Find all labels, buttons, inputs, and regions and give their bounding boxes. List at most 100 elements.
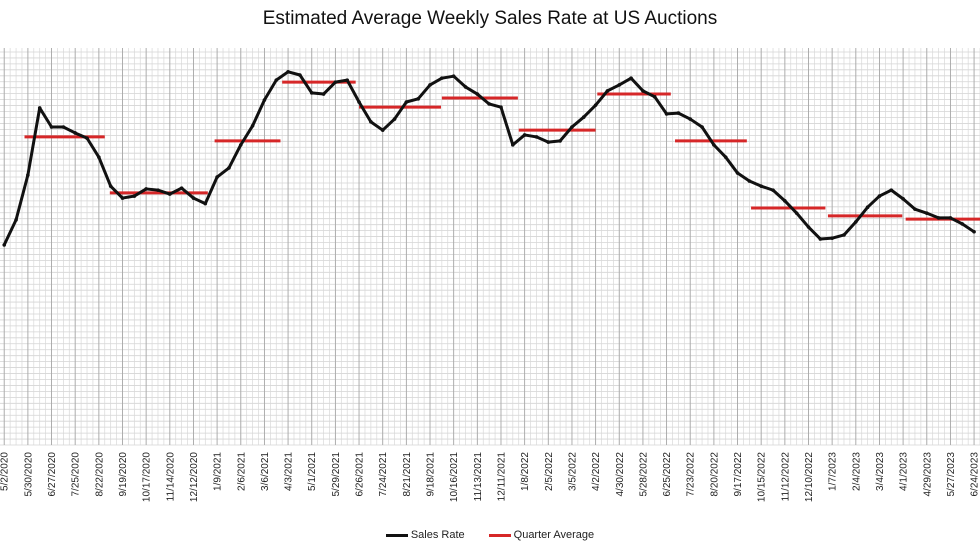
x-tick-label: 11/14/2020 bbox=[165, 452, 176, 502]
sales-rate-point bbox=[357, 100, 361, 104]
sales-rate-point bbox=[723, 155, 728, 159]
sales-rate-point bbox=[392, 117, 397, 121]
sales-rate-point bbox=[179, 186, 184, 190]
sales-rate-point bbox=[120, 196, 125, 200]
x-tick-label: 2/6/2021 bbox=[236, 452, 247, 491]
sales-rate-point bbox=[735, 171, 740, 175]
sales-rate-point bbox=[298, 73, 302, 77]
sales-rate-point bbox=[546, 140, 551, 144]
x-tick-label: 5/27/2023 bbox=[946, 452, 957, 497]
sales-rate-point bbox=[948, 216, 953, 220]
sales-rate-point bbox=[747, 179, 752, 183]
sales-rate-point bbox=[191, 196, 196, 200]
x-tick-label: 3/4/2023 bbox=[875, 452, 886, 491]
chart-title: Estimated Average Weekly Sales Rate at U… bbox=[262, 8, 718, 29]
x-tick-label: 5/1/2021 bbox=[307, 452, 318, 491]
x-tick-label: 5/29/2021 bbox=[331, 452, 342, 497]
sales-rate-point bbox=[865, 205, 870, 209]
x-tick-label: 10/16/2021 bbox=[449, 452, 460, 502]
sales-rate-point bbox=[830, 236, 834, 240]
x-tick-label: 6/25/2022 bbox=[662, 452, 673, 497]
legend-swatch-sales-rate bbox=[385, 533, 408, 537]
sales-rate-point bbox=[156, 188, 160, 192]
sales-rate-point bbox=[522, 133, 527, 137]
sales-rate-point bbox=[558, 139, 562, 143]
sales-rate-point bbox=[451, 74, 456, 78]
x-tick-label: 11/13/2021 bbox=[473, 452, 484, 502]
x-tick-label: 2/4/2023 bbox=[851, 452, 862, 491]
sales-rate-point bbox=[262, 98, 267, 102]
x-tick-label: 6/24/2023 bbox=[970, 452, 980, 497]
sales-rate-point bbox=[487, 102, 491, 106]
sales-rate-point bbox=[286, 70, 290, 74]
sales-rate-point bbox=[61, 125, 66, 129]
x-tick-label: 4/30/2022 bbox=[615, 452, 626, 497]
sales-rate-point bbox=[37, 106, 42, 110]
sales-rate-point bbox=[215, 175, 219, 179]
sales-rate-point bbox=[203, 201, 208, 206]
sales-rate-point bbox=[842, 233, 846, 237]
sales-rate-point bbox=[85, 136, 89, 140]
sales-rate-point bbox=[818, 237, 823, 241]
x-tick-label: 5/30/2020 bbox=[23, 452, 34, 497]
x-tick-label: 8/21/2021 bbox=[402, 452, 413, 497]
sales-rate-point bbox=[806, 225, 811, 229]
x-tick-label: 4/3/2021 bbox=[284, 452, 295, 491]
x-tick-label: 5/28/2022 bbox=[638, 452, 649, 497]
sales-rate-point bbox=[664, 112, 669, 116]
sales-rate-point bbox=[168, 192, 172, 196]
sales-rate-point bbox=[49, 125, 54, 129]
x-tick-label: 12/10/2022 bbox=[804, 452, 815, 502]
sales-rate-point bbox=[771, 188, 775, 192]
legend-label-sales-rate: Sales Rate bbox=[410, 529, 465, 541]
sales-rate-point bbox=[936, 216, 941, 220]
sales-rate-point bbox=[712, 143, 716, 147]
x-tick-label: 11/12/2022 bbox=[780, 452, 791, 502]
legend-swatch-quarter-average bbox=[488, 533, 511, 537]
x-tick-label: 4/29/2023 bbox=[922, 452, 933, 497]
sales-rate-point bbox=[499, 105, 503, 109]
legend-item-sales-rate: Sales Rate bbox=[385, 529, 465, 541]
x-tick-label: 7/25/2020 bbox=[71, 452, 82, 497]
sales-rate-point bbox=[700, 125, 704, 129]
sales-rate-point bbox=[428, 83, 432, 87]
x-tick-label: 2/5/2022 bbox=[544, 452, 555, 491]
sales-rate-point bbox=[688, 117, 693, 121]
sales-rate-point bbox=[759, 184, 763, 188]
x-tick-label: 6/26/2021 bbox=[355, 452, 366, 497]
sales-rate-point bbox=[274, 78, 279, 82]
x-tick-label: 9/18/2021 bbox=[426, 452, 437, 497]
sales-rate-point bbox=[889, 188, 894, 192]
sales-rate-point bbox=[783, 199, 787, 203]
sales-rate-point bbox=[629, 76, 633, 80]
sales-rate-point bbox=[924, 211, 929, 215]
x-tick-label: 8/22/2020 bbox=[94, 452, 105, 497]
sales-rate-point bbox=[250, 124, 255, 128]
sales-rate-point bbox=[877, 194, 882, 198]
x-tick-label: 6/27/2020 bbox=[47, 452, 58, 497]
sales-rate-point bbox=[605, 89, 610, 93]
x-tick-label: 1/7/2023 bbox=[828, 452, 839, 491]
x-tick-label: 9/17/2022 bbox=[733, 452, 744, 497]
sales-rate-point bbox=[581, 115, 586, 119]
sales-rate-point bbox=[641, 89, 645, 93]
x-tick-label: 3/5/2022 bbox=[567, 452, 578, 491]
x-tick-label: 3/6/2021 bbox=[260, 452, 271, 491]
sales-rate-point bbox=[475, 92, 480, 96]
x-tick-label: 12/11/2021 bbox=[496, 452, 507, 502]
sales-rate-point bbox=[14, 218, 18, 222]
sales-rate-point bbox=[238, 143, 243, 147]
sales-rate-point bbox=[73, 131, 77, 135]
x-tick-label: 10/15/2022 bbox=[757, 452, 768, 502]
x-tick-label: 4/2/2022 bbox=[591, 452, 602, 491]
sales-rate-point bbox=[97, 155, 101, 159]
x-tick-label: 10/17/2020 bbox=[142, 452, 153, 502]
x-tick-label: 4/1/2023 bbox=[899, 452, 910, 491]
sales-rate-point bbox=[345, 78, 350, 82]
sales-rate-point bbox=[309, 91, 314, 95]
sales-rate-point bbox=[108, 184, 113, 188]
sales-rate-point bbox=[369, 120, 373, 124]
sales-rate-point bbox=[901, 197, 905, 201]
sales-rate-point bbox=[2, 243, 7, 247]
sales-rate-point bbox=[333, 80, 338, 84]
